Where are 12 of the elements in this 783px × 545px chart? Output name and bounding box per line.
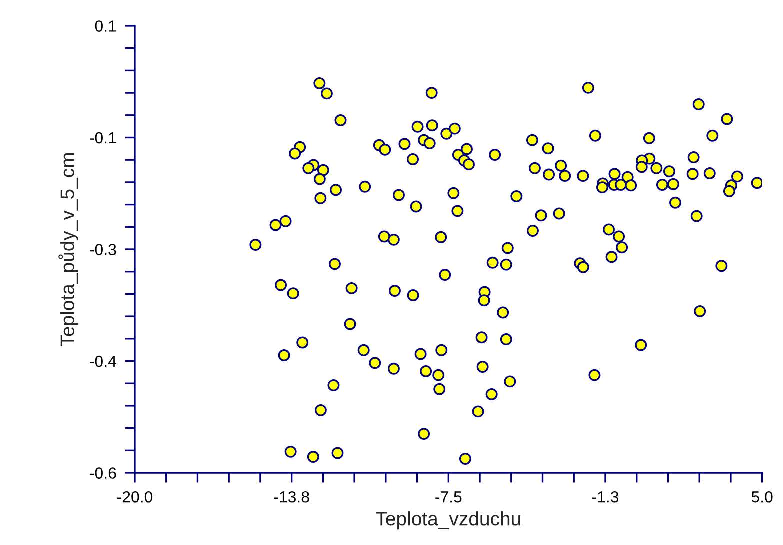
x-tick-label: -1.3: [592, 491, 619, 503]
y-tick-label: -0.3: [90, 244, 116, 256]
x-tick-label: 5.0: [752, 491, 773, 503]
y-axis-title: Teplota_půdy_v_5_cm: [58, 153, 78, 346]
y-tick-label: -0.6: [90, 468, 116, 479]
x-axis-title: Teplota_vzduchu: [376, 512, 520, 530]
y-tick-label: 0.1: [95, 20, 116, 32]
y-tick-label: -0.4: [90, 356, 116, 368]
x-tick-label: -20.0: [117, 491, 153, 503]
y-tick-label: -0.1: [90, 132, 116, 144]
x-tick-label: -7.5: [436, 492, 462, 503]
x-tick-label: -13.8: [274, 491, 310, 503]
